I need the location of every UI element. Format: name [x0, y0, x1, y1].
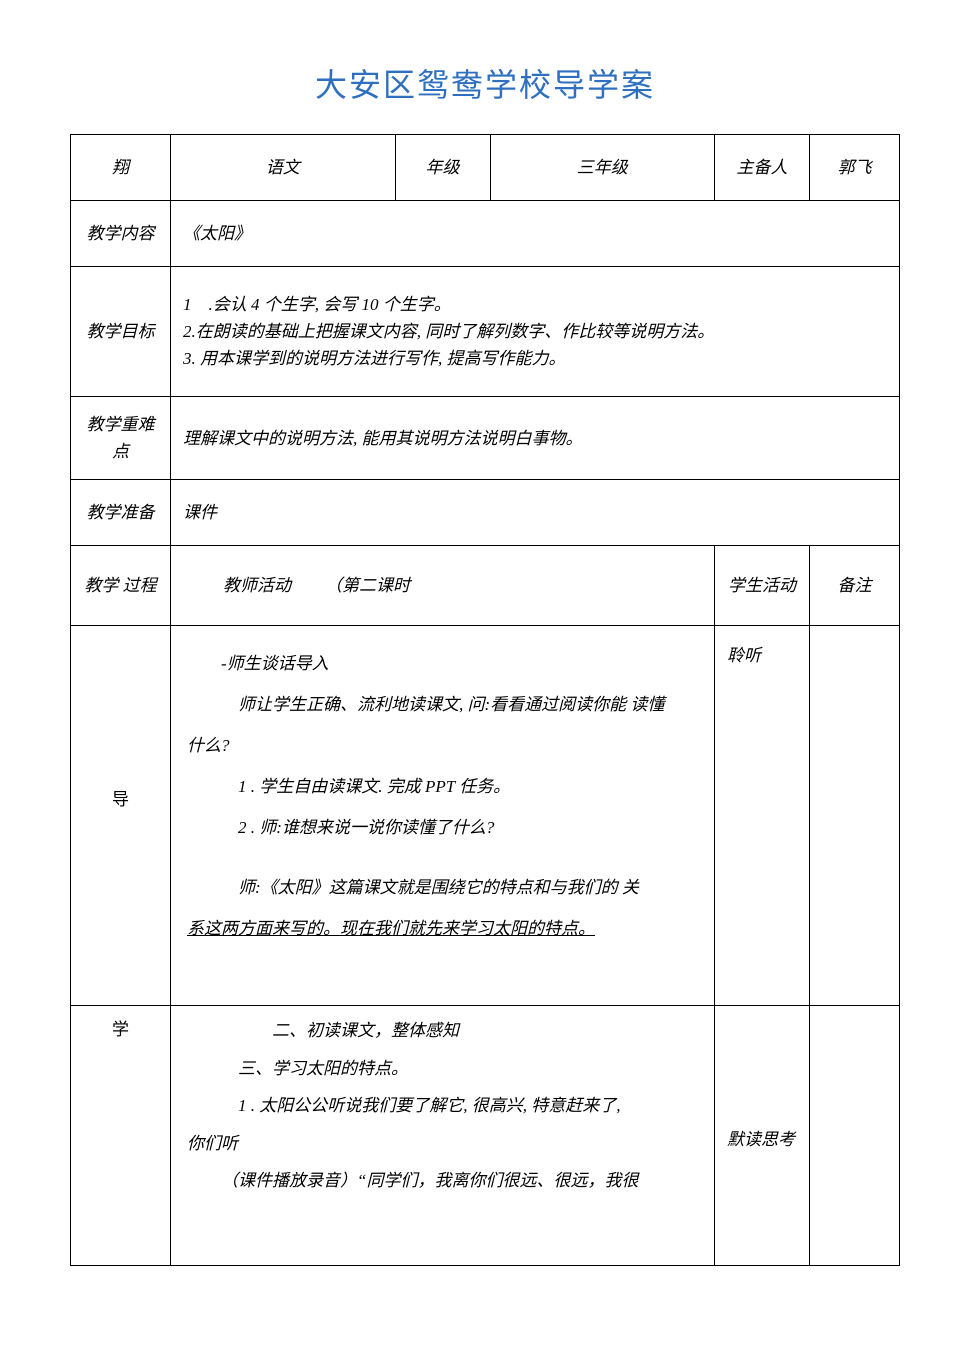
dao-p7: 系这两方面来写的。现在我们就先来学习太阳的特点。	[187, 909, 698, 950]
content-value: 《太阳》	[171, 201, 900, 267]
dao-p5: 2 . 师:谁想来说一说你读懂了什么?	[187, 808, 698, 849]
dao-note	[810, 626, 900, 1006]
hdr-author: 郭飞	[810, 135, 900, 201]
hdr-grade-key: 年级	[395, 135, 490, 201]
dao-p3: 什么?	[187, 726, 698, 767]
page-title: 大安区鸳鸯学校导学案	[70, 60, 900, 106]
difficulty-label: 教学重难点	[71, 397, 171, 480]
dao-p1: -师生谈话导入	[187, 644, 698, 685]
xue-content: 二、初读课文，整体感知 三、学习太阳的特点。 1 . 太阳公公听说我们要了解它,…	[171, 1006, 715, 1266]
process-student-hdr: 学生活动	[715, 546, 810, 626]
xue-p4: 你们听	[187, 1125, 698, 1162]
dao-p6: 师:《太阳》这篇课文就是围绕它的特点和与我们的 关	[187, 868, 698, 909]
objective-label: 教学目标	[71, 267, 171, 397]
process-label: 教学 过程	[71, 546, 171, 626]
hdr-grade: 三年级	[490, 135, 715, 201]
xue-student: 默读思考	[715, 1006, 810, 1266]
dao-content: -师生谈话导入 师让学生正确、流利地读课文, 问:看看通过阅读你能 读懂 什么?…	[171, 626, 715, 1006]
process-teacher-hdr: 教师活动 （第二课时	[171, 546, 715, 626]
objective-line-3: 3. 用本课学到的说明方法进行写作, 提高写作能力。	[183, 345, 887, 372]
xue-note	[810, 1006, 900, 1266]
difficulty-value: 理解课文中的说明方法, 能用其说明方法说明白事物。	[171, 397, 900, 480]
process-note-hdr: 备注	[810, 546, 900, 626]
hdr-subject-key: 翔	[71, 135, 171, 201]
lesson-plan-table: 翔 语文 年级 三年级 主备人 郭飞 教学内容 《太阳》 教学目标 1 .会认 …	[70, 134, 900, 1266]
objective-line-2: 2.在朗读的基础上把握课文内容, 同时了解列数字、作比较等说明方法。	[183, 318, 887, 345]
xue-p3: 1 . 太阳公公听说我们要了解它, 很高兴, 特意赶来了,	[187, 1087, 698, 1124]
xue-label: 学	[71, 1006, 171, 1266]
xue-p5: （课件播放录音）“同学们，我离你们很远、很远，我很	[187, 1162, 698, 1199]
dao-label: 导	[71, 626, 171, 1006]
dao-p2: 师让学生正确、流利地读课文, 问:看看通过阅读你能 读懂	[187, 685, 698, 726]
xue-p1: 二、初读课文，整体感知	[187, 1012, 698, 1049]
xue-p2: 三、学习太阳的特点。	[187, 1050, 698, 1087]
objective-value: 1 .会认 4 个生字, 会写 10 个生字。 2.在朗读的基础上把握课文内容,…	[171, 267, 900, 397]
content-label: 教学内容	[71, 201, 171, 267]
hdr-author-key: 主备人	[715, 135, 810, 201]
prep-label: 教学准备	[71, 480, 171, 546]
dao-p4: 1 . 学生自由读课文. 完成 PPT 任务。	[187, 767, 698, 808]
prep-value: 课件	[171, 480, 900, 546]
objective-line-1: 1 .会认 4 个生字, 会写 10 个生字。	[183, 291, 887, 318]
dao-student: 聆听	[715, 626, 810, 1006]
hdr-subject: 语文	[171, 135, 396, 201]
